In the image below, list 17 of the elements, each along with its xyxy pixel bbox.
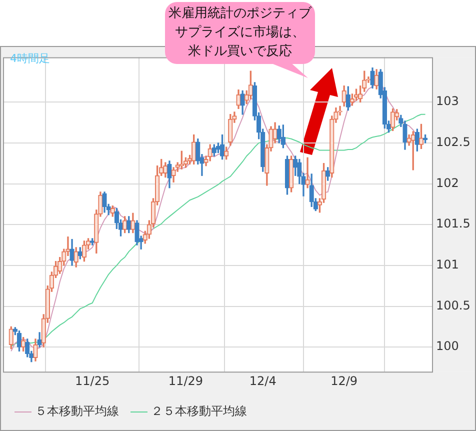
legend-label: ２５本移動平均線 (151, 404, 247, 418)
y-tick-label: 103 (436, 94, 459, 108)
x-tick-label: 12/4 (249, 374, 276, 388)
x-tick-label: 11/25 (75, 374, 110, 388)
y-tick-label: 102.5 (436, 135, 470, 150)
y-tick-label: 101 (436, 258, 459, 272)
x-tick-label: 12/9 (330, 374, 358, 388)
x-tick-label: 11/29 (168, 374, 204, 388)
y-tick-label: 102 (436, 176, 459, 190)
text: サプライズに市場は、 (174, 24, 306, 42)
y-tick-label: 101.5 (436, 216, 470, 231)
candlestick (305, 157, 310, 188)
y-tick-label: 100.5 (436, 298, 470, 312)
y-tick-label: 100 (436, 339, 459, 354)
text: 米雇用統計のポジティブ (168, 5, 313, 23)
annotation: 米ドル買いで反応 (187, 43, 293, 61)
legend-label: ５本移動平均線 (35, 404, 119, 418)
